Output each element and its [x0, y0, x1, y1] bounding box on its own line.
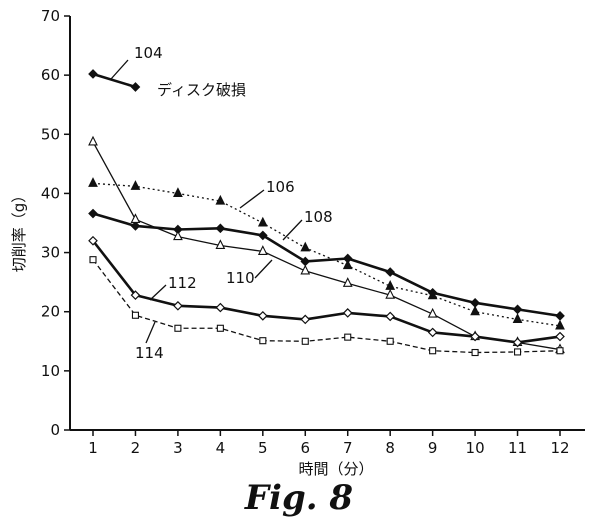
- data-point-106: [259, 218, 267, 226]
- leader-line: [146, 322, 155, 343]
- data-point-110: [89, 137, 97, 145]
- leader-line: [283, 220, 302, 240]
- data-point-114: [260, 338, 266, 344]
- data-point-114: [90, 257, 96, 263]
- data-point-108: [514, 305, 522, 313]
- y-axis-title: 切削率（g）: [10, 188, 28, 273]
- series-callout-label: 106: [266, 178, 295, 196]
- data-point-112: [386, 312, 394, 320]
- data-point-114: [175, 325, 181, 331]
- data-point-108: [471, 299, 479, 307]
- data-point-112: [344, 309, 352, 317]
- x-tick-label: 11: [508, 439, 527, 457]
- series-callout-label: 114: [135, 344, 164, 362]
- leader-line: [255, 260, 272, 278]
- data-point-108: [89, 210, 97, 218]
- x-tick-label: 1: [88, 439, 98, 457]
- y-tick-label: 20: [41, 303, 60, 321]
- x-tick-label: 10: [466, 439, 485, 457]
- series-callout-label: 104: [134, 44, 163, 62]
- leader-line: [150, 285, 166, 300]
- x-tick-label: 2: [131, 439, 141, 457]
- data-point-112: [259, 312, 267, 320]
- series-108: [89, 210, 564, 320]
- data-point-106: [174, 188, 182, 196]
- data-point-104: [131, 83, 139, 91]
- y-tick-label: 60: [41, 66, 60, 84]
- data-point-106: [471, 307, 479, 315]
- figure-caption: Fig. 8: [0, 478, 598, 518]
- leader-line: [111, 60, 128, 79]
- data-point-114: [345, 334, 351, 340]
- series-line-112: [93, 241, 560, 343]
- data-point-114: [557, 348, 563, 354]
- data-point-108: [556, 312, 564, 320]
- data-point-104: [89, 70, 97, 78]
- x-axis-title: 時間（分）: [298, 460, 373, 478]
- series-110: [89, 137, 564, 353]
- data-point-114: [472, 350, 478, 356]
- data-point-112: [216, 304, 224, 312]
- data-point-106: [89, 178, 97, 186]
- data-point-114: [515, 349, 521, 355]
- y-tick-label: 70: [41, 7, 60, 25]
- data-point-112: [429, 328, 437, 336]
- x-tick-label: 4: [216, 439, 226, 457]
- data-point-106: [301, 243, 309, 251]
- series-callout-label: 112: [168, 274, 197, 292]
- leader-line: [240, 190, 264, 208]
- data-point-114: [302, 338, 308, 344]
- data-point-114: [132, 312, 138, 318]
- series-112: [89, 237, 564, 347]
- series-callout-label: 110: [226, 269, 255, 287]
- x-tick-label: 5: [258, 439, 268, 457]
- x-tick-label: 3: [173, 439, 183, 457]
- series-callout-label: 108: [304, 208, 333, 226]
- data-point-112: [174, 302, 182, 310]
- y-tick-label: 40: [41, 184, 60, 202]
- x-tick-label: 12: [550, 439, 569, 457]
- data-point-114: [217, 325, 223, 331]
- y-tick-label: 30: [41, 244, 60, 262]
- series-callout-label: ディスク破損: [157, 81, 246, 99]
- series-line-110: [93, 142, 560, 350]
- data-point-108: [131, 222, 139, 230]
- x-tick-label: 9: [428, 439, 438, 457]
- y-tick-label: 0: [50, 421, 60, 439]
- x-tick-label: 6: [300, 439, 310, 457]
- series-104: [89, 70, 139, 91]
- data-point-106: [131, 181, 139, 189]
- data-point-108: [344, 254, 352, 262]
- data-point-114: [430, 348, 436, 354]
- data-point-112: [556, 333, 564, 341]
- data-point-114: [387, 338, 393, 344]
- data-point-108: [216, 224, 224, 232]
- data-point-106: [514, 314, 522, 322]
- y-tick-label: 10: [41, 362, 60, 380]
- x-tick-label: 8: [385, 439, 395, 457]
- axes: 010203040506070123456789101112: [41, 7, 585, 457]
- data-point-112: [301, 315, 309, 323]
- series-line-108: [93, 214, 560, 316]
- line-chart: 010203040506070123456789101112 104ディスク破損…: [0, 0, 598, 478]
- y-tick-label: 50: [41, 125, 60, 143]
- x-tick-label: 7: [343, 439, 353, 457]
